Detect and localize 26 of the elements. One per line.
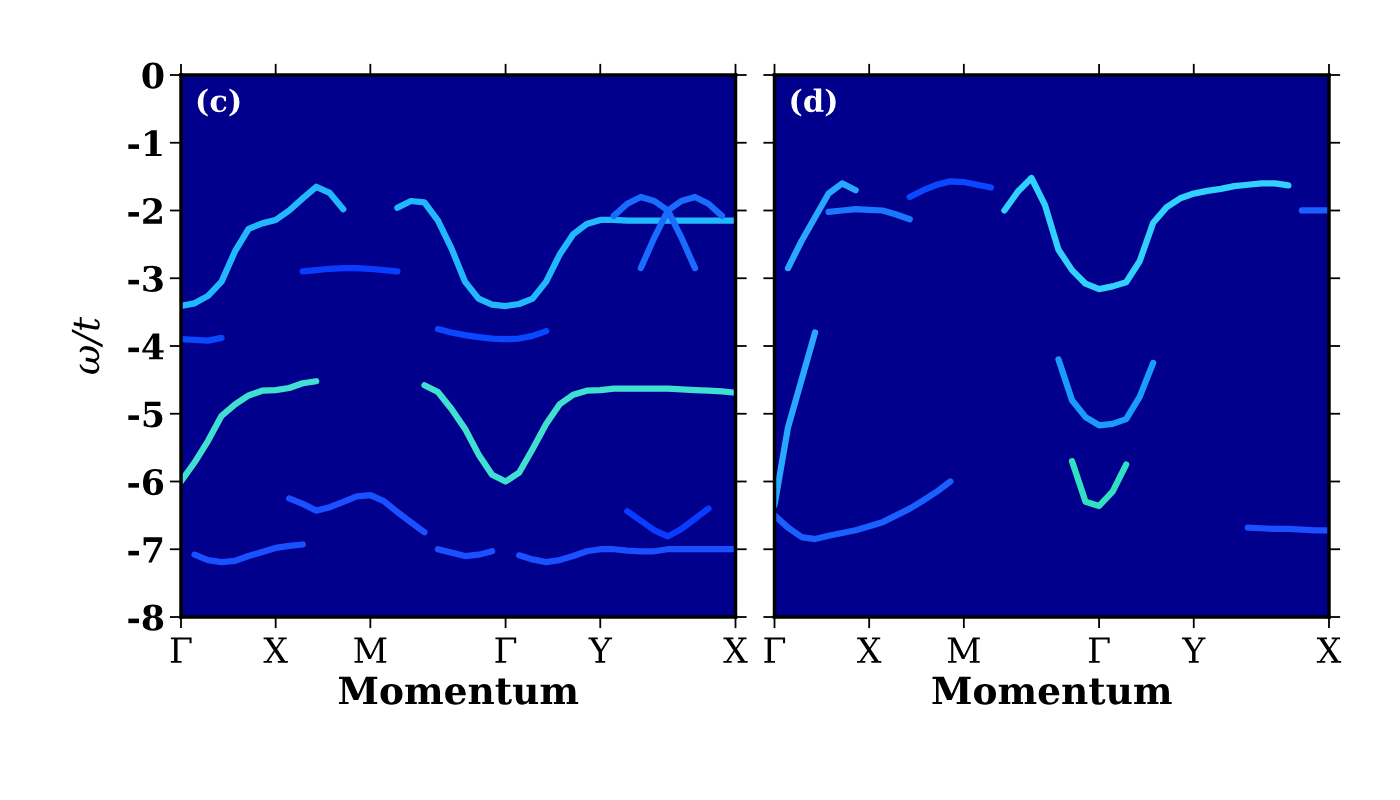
x-axis-title: Momentum [339,676,579,705]
y-tick-label: -2 [128,197,162,224]
y-axis-title: ω/t [71,316,103,374]
x-axis-title: Momentum [932,676,1172,705]
y-tick-label: -7 [128,537,163,563]
x-tick-label: Y [588,637,613,663]
annotation: (c) [197,88,240,117]
x-tick-label: X [723,637,748,663]
x-tick-label: Γ [1088,637,1110,663]
x-tick-label: M [947,637,980,663]
x-tick-label: Γ [495,637,517,663]
x-tick-label: X [857,637,882,663]
x-tick-label: X [1316,637,1342,663]
annotation: (d) [791,88,836,117]
x-tick-label: M [354,637,387,663]
x-tick-label: Y [1181,637,1206,663]
y-tick-label: -8 [128,604,164,631]
x-tick-label: Γ [170,637,192,663]
y-tick-label: -5 [128,401,163,428]
x-tick-label: X [263,637,288,663]
x-tick-label: Γ [764,637,786,663]
y-tick-label: -6 [128,468,164,496]
y-tick-label: -4 [128,333,164,360]
y-tick-label: -1 [128,130,162,156]
y-tick-label: 0 [142,62,164,89]
y-tick-label: -3 [128,265,163,292]
